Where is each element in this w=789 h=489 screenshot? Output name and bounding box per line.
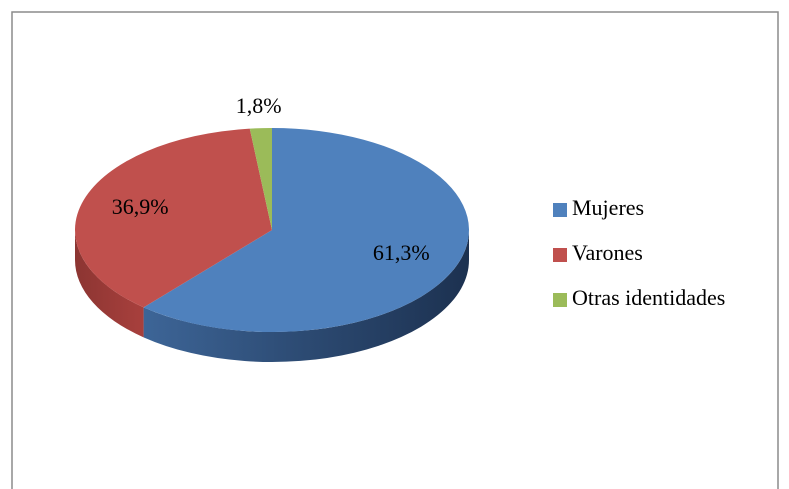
data-label: 36,9% [112, 194, 169, 219]
legend-label: Mujeres [572, 195, 644, 220]
legend-label: Otras identidades [572, 285, 725, 310]
legend-swatch [553, 293, 567, 307]
data-label: 61,3% [373, 240, 430, 265]
chart-border [11, 11, 779, 489]
legend-label: Varones [572, 240, 643, 265]
data-label: 1,8% [236, 93, 282, 118]
pie-slice [75, 128, 272, 308]
pie-slice-side [75, 230, 144, 338]
pie-slice [143, 128, 470, 332]
legend-swatch [553, 203, 567, 217]
pie-slice [249, 128, 272, 230]
legend-swatch [553, 248, 567, 262]
pie-slice-side [143, 230, 470, 362]
